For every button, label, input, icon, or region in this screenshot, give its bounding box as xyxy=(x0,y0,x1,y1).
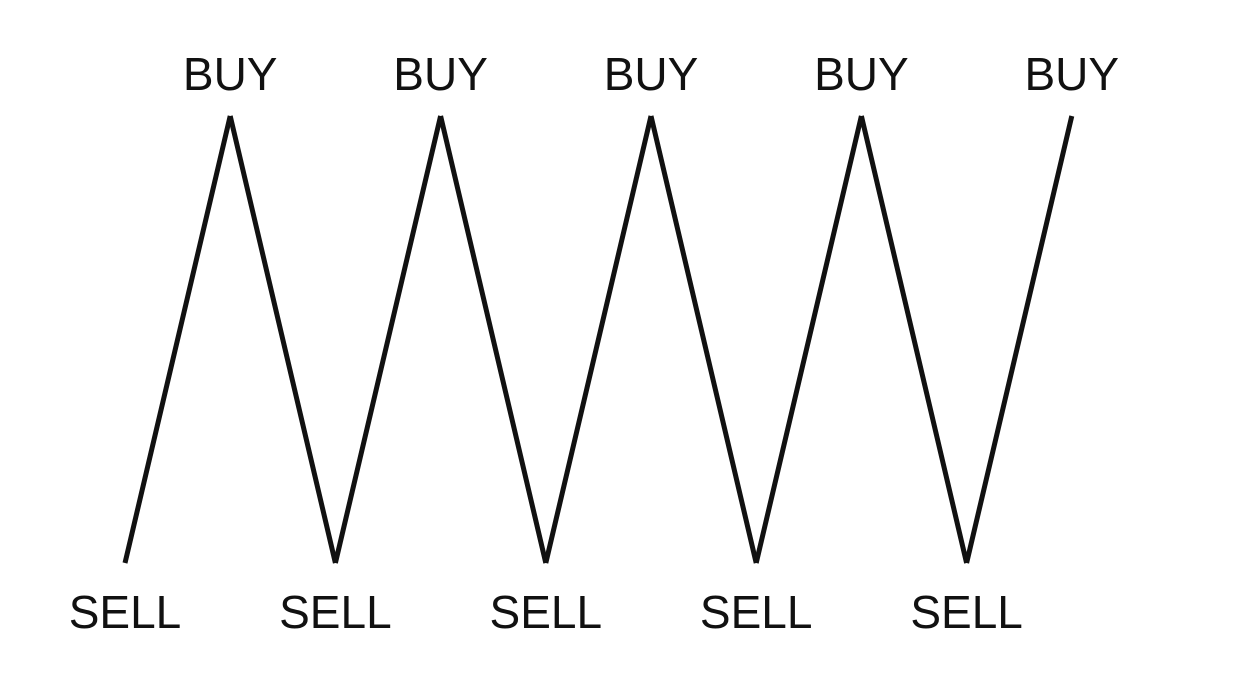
zigzag-segment-1 xyxy=(122,115,233,564)
zigzag-segment-5 xyxy=(543,115,654,564)
zigzag-segment-6 xyxy=(648,115,759,564)
buy-label-1: BUY xyxy=(183,48,278,100)
sell-label-2: SELL xyxy=(279,586,392,638)
buy-label-3: BUY xyxy=(604,48,699,100)
sell-label-1: SELL xyxy=(69,586,182,638)
sell-label-3: SELL xyxy=(490,586,603,638)
sell-label-4: SELL xyxy=(700,586,813,638)
buy-label-5: BUY xyxy=(1025,48,1120,100)
zigzag-segment-4 xyxy=(438,115,549,564)
zigzag-segment-7 xyxy=(753,115,864,564)
zigzag-segment-9 xyxy=(964,115,1075,564)
zigzag-segment-8 xyxy=(858,115,970,564)
sell-label-5: SELL xyxy=(910,586,1023,638)
zigzag-label-group: SELL BUY SELL BUY SELL BUY SELL BUY SELL BUY xyxy=(69,48,1119,638)
buy-label-4: BUY xyxy=(814,48,909,100)
zigzag-line-group xyxy=(122,115,1075,564)
buy-label-2: BUY xyxy=(393,48,488,100)
zigzag-segment-3 xyxy=(332,115,444,564)
zigzag-segment-2 xyxy=(227,115,338,564)
